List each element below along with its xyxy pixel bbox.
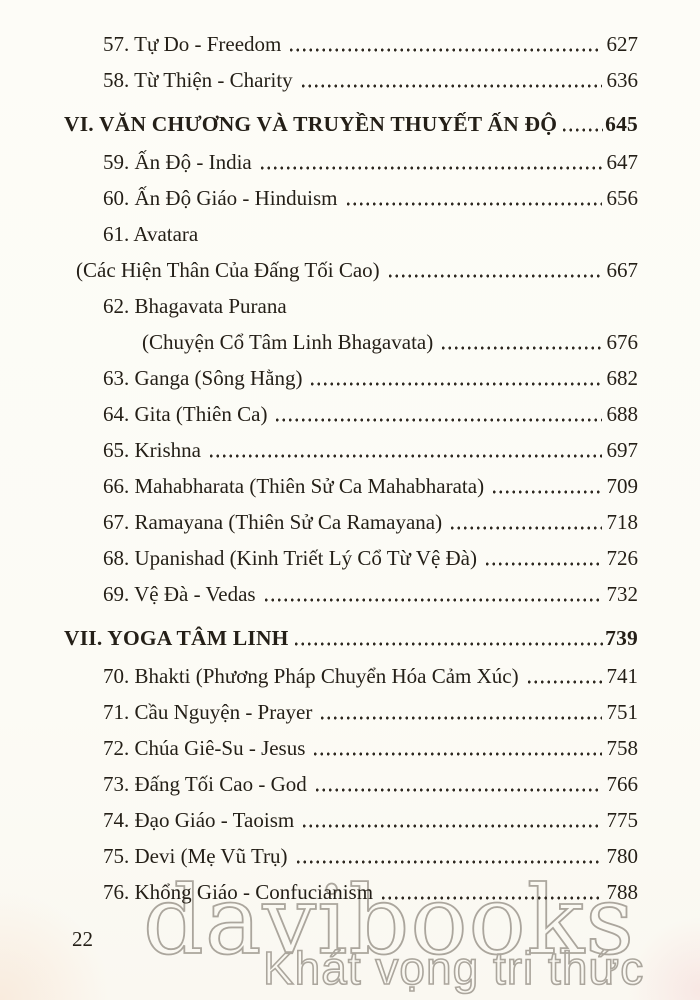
dot-leader	[440, 341, 602, 350]
toc-entry-label: 57. Tự Do - Freedom	[103, 32, 282, 56]
dot-leader	[294, 855, 602, 864]
toc-entry-label: (Các Hiện Thân Của Đấng Tối Cao)	[76, 258, 380, 282]
dot-leader	[484, 557, 602, 566]
toc-section-page: 739	[605, 626, 638, 650]
dot-leader	[312, 747, 602, 756]
toc-entry-page: 627	[606, 32, 639, 56]
toc-entry-label: 60. Ấn Độ Giáo - Hinduism	[103, 186, 338, 210]
toc-entry: 57. Tự Do - Freedom 627	[103, 33, 638, 56]
dot-leader	[380, 891, 602, 900]
page-number: 22	[72, 927, 93, 951]
toc-entry-label: (Chuyện Cổ Tâm Linh Bhagavata)	[142, 330, 434, 354]
toc-section-label: VII. YOGA TÂM LINH	[64, 626, 289, 650]
toc-entry-page: 688	[606, 402, 639, 426]
toc-entry-page: 732	[606, 582, 639, 606]
toc-entry-page: 667	[606, 258, 639, 282]
toc-entry-page: 656	[606, 186, 639, 210]
toc-entry-label: 58. Từ Thiện - Charity	[103, 68, 293, 92]
toc-entry: 69. Vệ Đà - Vedas 732	[103, 583, 638, 606]
toc-entry-page: 780	[606, 844, 639, 868]
toc-entry-label: 69. Vệ Đà - Vedas	[103, 582, 256, 606]
dot-leader	[258, 161, 602, 170]
toc-section-page: 645	[605, 112, 638, 136]
toc-entry: 61. Avatara	[103, 223, 638, 246]
dot-leader	[344, 197, 602, 206]
toc-entry-label: 74. Đạo Giáo - Taoism	[103, 808, 295, 832]
toc-entry: 59. Ấn Độ - India 647	[103, 151, 638, 174]
toc-entry: 64. Gita (Thiên Ca) 688	[103, 403, 638, 426]
dot-leader	[262, 593, 602, 602]
toc-entry-label: 63. Ganga (Sông Hằng)	[103, 366, 303, 390]
toc-entry: 60. Ấn Độ Giáo - Hinduism 656	[103, 187, 638, 210]
toc-entry-label: 72. Chúa Giê-Su - Jesus	[103, 736, 306, 760]
dot-leader	[274, 413, 602, 422]
toc-entry: 63. Ganga (Sông Hằng) 682	[103, 367, 638, 390]
toc-entry: 65. Krishna 697	[103, 439, 638, 462]
dot-leader	[319, 711, 602, 720]
toc-entry-page: 647	[606, 150, 639, 174]
toc-entry-label: 73. Đấng Tối Cao - God	[103, 772, 307, 796]
dot-leader	[561, 123, 604, 132]
toc-entry: 76. Khổng Giáo - Confucianism 788	[103, 881, 638, 904]
dot-leader	[449, 521, 602, 530]
dot-leader	[208, 449, 602, 458]
toc-entry-page: 758	[606, 736, 639, 760]
toc-entry: 75. Devi (Mẹ Vũ Trụ) 780	[103, 845, 638, 868]
watermark-davibooks: davibooks	[142, 865, 636, 977]
toc-entry: 68. Upanishad (Kinh Triết Lý Cổ Từ Vệ Đà…	[103, 547, 638, 570]
toc-entry: 72. Chúa Giê-Su - Jesus 758	[103, 737, 638, 760]
dot-leader	[292, 637, 604, 646]
toc-entry-label: 64. Gita (Thiên Ca)	[103, 402, 268, 426]
dot-leader	[491, 485, 602, 494]
toc-entry-label: 68. Upanishad (Kinh Triết Lý Cổ Từ Vệ Đà…	[103, 546, 478, 570]
toc-entry-page: 788	[606, 880, 639, 904]
toc-entry-page: 676	[606, 330, 639, 354]
toc-entry: 71. Cầu Nguyện - Prayer 751	[103, 701, 638, 724]
toc-entry-label: 71. Cầu Nguyện - Prayer	[103, 700, 313, 724]
dot-leader	[301, 819, 602, 828]
toc-entry-label: 76. Khổng Giáo - Confucianism	[103, 880, 374, 904]
dot-leader	[386, 269, 602, 278]
toc-section-label: VI. VĂN CHƯƠNG VÀ TRUYỀN THUYẾT ẤN ĐỘ	[64, 112, 558, 136]
toc-entry-continuation: (Các Hiện Thân Của Đấng Tối Cao) 667	[76, 259, 638, 282]
toc-entry: 58. Từ Thiện - Charity 636	[103, 69, 638, 92]
toc-entry: 70. Bhakti (Phương Pháp Chuyển Hóa Cảm X…	[103, 665, 638, 688]
toc-entry: 62. Bhagavata Purana	[103, 295, 638, 318]
watermark-slogan: Khát vọng tri thức	[262, 941, 645, 995]
toc-entry-page: 726	[606, 546, 639, 570]
toc-entry-page: 766	[606, 772, 639, 796]
toc-entry: 66. Mahabharata (Thiên Sử Ca Mahabharata…	[103, 475, 638, 498]
toc-entry: 67. Ramayana (Thiên Sử Ca Ramayana) 718	[103, 511, 638, 534]
toc-entry-label: 65. Krishna	[103, 438, 201, 462]
toc-entry-label: 75. Devi (Mẹ Vũ Trụ)	[103, 844, 288, 868]
dot-leader	[288, 43, 602, 52]
toc-entry: 74. Đạo Giáo - Taoism 775	[103, 809, 638, 832]
toc-entry-label: 59. Ấn Độ - India	[103, 150, 252, 174]
toc-entry-page: 697	[606, 438, 639, 462]
toc-entry-page: 718	[606, 510, 639, 534]
toc-entry-page: 751	[606, 700, 639, 724]
dot-leader	[309, 377, 602, 386]
toc-entry-page: 709	[606, 474, 639, 498]
toc-entry-page: 741	[606, 664, 639, 688]
toc-entry-label: 62. Bhagavata Purana	[103, 294, 287, 318]
toc-entry-label: 66. Mahabharata (Thiên Sử Ca Mahabharata…	[103, 474, 485, 498]
dot-leader	[525, 675, 602, 684]
toc-entry-label: 70. Bhakti (Phương Pháp Chuyển Hóa Cảm X…	[103, 664, 519, 688]
toc-entry-page: 775	[606, 808, 639, 832]
table-of-contents: 57. Tự Do - Freedom 627 58. Từ Thiện - C…	[43, 33, 638, 904]
toc-section-header: VI. VĂN CHƯƠNG VÀ TRUYỀN THUYẾT ẤN ĐỘ 64…	[64, 113, 638, 136]
toc-entry-page: 636	[606, 68, 639, 92]
toc-entry-page: 682	[606, 366, 639, 390]
toc-entry-label: 67. Ramayana (Thiên Sử Ca Ramayana)	[103, 510, 443, 534]
dot-leader	[313, 783, 602, 792]
toc-entry-continuation: (Chuyện Cổ Tâm Linh Bhagavata) 676	[142, 331, 638, 354]
toc-entry: 73. Đấng Tối Cao - God 766	[103, 773, 638, 796]
dot-leader	[299, 79, 602, 88]
toc-section-header: VII. YOGA TÂM LINH 739	[64, 627, 638, 650]
toc-entry-label: 61. Avatara	[103, 222, 199, 246]
